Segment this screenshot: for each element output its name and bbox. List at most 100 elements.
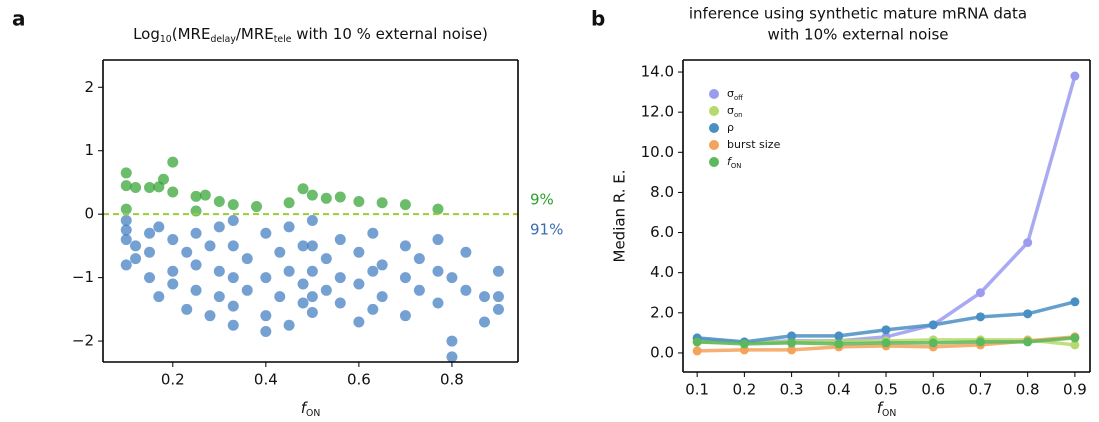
x-tick-label: 0.3 <box>780 381 804 399</box>
y-tick-label: 4.0 <box>650 263 674 281</box>
point <box>283 221 295 233</box>
point <box>213 221 225 233</box>
point <box>260 272 272 284</box>
point <box>199 189 211 201</box>
point <box>334 272 346 284</box>
x-tick-label: 0.5 <box>874 381 898 399</box>
point <box>227 272 239 284</box>
point <box>120 259 132 271</box>
x-tick-label: 0.8 <box>440 371 464 389</box>
point <box>213 291 225 303</box>
text-part: σ <box>727 104 734 117</box>
x-tick-label: 0.9 <box>1063 381 1087 399</box>
text-part: off <box>734 94 743 102</box>
point <box>353 316 365 328</box>
point <box>274 291 286 303</box>
point <box>157 173 169 185</box>
point <box>928 320 938 330</box>
point <box>787 345 797 355</box>
point <box>399 240 411 252</box>
point <box>1070 340 1080 350</box>
point <box>376 259 388 271</box>
point <box>320 192 332 204</box>
point <box>399 199 411 211</box>
point <box>120 234 132 246</box>
point <box>204 240 216 252</box>
text-part: ON <box>306 408 320 419</box>
point <box>167 234 179 246</box>
point <box>367 227 379 239</box>
point <box>353 278 365 290</box>
text-part: σ <box>727 87 734 100</box>
point <box>241 284 253 296</box>
text-part: burst size <box>727 138 781 151</box>
point <box>260 310 272 322</box>
x-tick-label: 0.6 <box>347 371 371 389</box>
legend-marker <box>709 106 719 116</box>
point <box>306 189 318 201</box>
point <box>251 201 263 213</box>
point <box>353 195 365 207</box>
point <box>120 203 132 215</box>
text-part: Log <box>133 25 160 43</box>
text-part: with 10 % external noise) <box>291 25 487 43</box>
point <box>130 253 142 265</box>
point <box>353 246 365 258</box>
text-part: (MRE <box>172 25 211 43</box>
x-axis-label: fON <box>301 399 321 420</box>
point <box>167 265 179 277</box>
point <box>334 234 346 246</box>
x-tick-label: 0.7 <box>969 381 993 399</box>
point <box>432 265 444 277</box>
point <box>881 338 891 348</box>
point <box>399 272 411 284</box>
x-tick-label: 0.4 <box>827 381 851 399</box>
point <box>975 312 985 322</box>
text-part: ρ <box>727 121 734 134</box>
panel-label: b <box>591 7 605 31</box>
point <box>283 265 295 277</box>
point <box>320 253 332 265</box>
point <box>432 234 444 246</box>
legend-label: ρ <box>727 121 734 134</box>
chart-title: Log10(MREdelay/MREtele with 10 % externa… <box>133 25 488 46</box>
point <box>144 227 156 239</box>
point <box>144 246 156 258</box>
point <box>432 297 444 309</box>
point <box>130 240 142 252</box>
y-tick-label: 8.0 <box>650 183 674 201</box>
chart-title: inference using synthetic mature mRNA da… <box>689 5 1027 23</box>
point <box>432 203 444 215</box>
point <box>144 182 156 194</box>
point <box>399 310 411 322</box>
point <box>213 265 225 277</box>
point <box>227 199 239 211</box>
point <box>144 272 156 284</box>
point <box>739 339 749 349</box>
point <box>492 291 504 303</box>
point <box>413 284 425 296</box>
point <box>413 253 425 265</box>
point <box>167 156 179 168</box>
legend-label: burst size <box>727 138 781 151</box>
y-tick-label: 12.0 <box>641 103 674 121</box>
chart-title: with 10% external noise <box>767 26 948 44</box>
y-tick-label: 1 <box>84 141 94 159</box>
legend-label: σon <box>727 104 742 119</box>
text-part: ON <box>731 162 741 170</box>
point <box>881 325 891 335</box>
point <box>153 291 165 303</box>
x-axis-label: fON <box>877 399 897 420</box>
point <box>283 319 295 331</box>
point <box>260 227 272 239</box>
x-tick-label: 0.4 <box>254 371 278 389</box>
point <box>1023 238 1033 248</box>
y-tick-label: −2 <box>72 332 94 350</box>
point <box>975 288 985 298</box>
text-part: f <box>727 155 733 168</box>
text-part: f <box>877 399 885 417</box>
point <box>787 331 797 341</box>
point <box>260 326 272 338</box>
text-part: tele <box>274 34 292 45</box>
